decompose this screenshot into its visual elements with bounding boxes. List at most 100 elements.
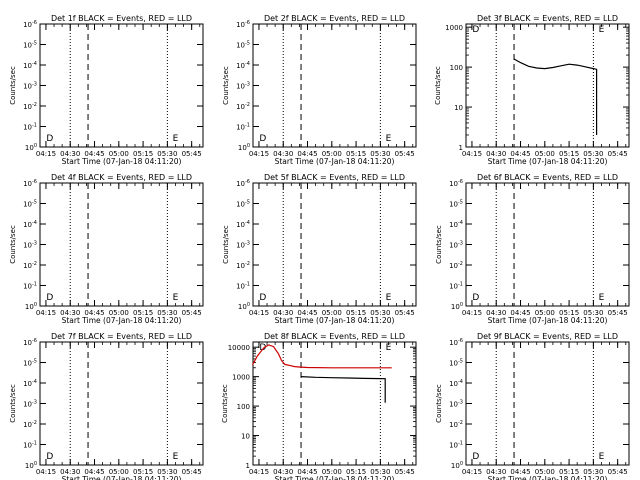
y-tick-label: 10-4 (236, 220, 250, 229)
x-tick-label: 04:30 (60, 309, 80, 317)
x-tick-label: 05:00 (322, 468, 342, 476)
x-tick-label: 05:15 (346, 468, 366, 476)
y-tick-label: 10-3 (449, 241, 463, 250)
annotation-label: D (46, 134, 53, 144)
y-axis-label: Counts/sec (9, 384, 17, 423)
y-tick-label: 100 (451, 461, 463, 470)
y-tick-label: 10-4 (23, 379, 37, 388)
plot-frame (39, 182, 204, 307)
chart-panel-3: Det 3f BLACK = Events, RED = LLD 1000 100 1… (434, 14, 630, 166)
x-tick-label: 05:15 (133, 309, 153, 317)
y-tick-label: 10-2 (236, 261, 250, 270)
series-line (513, 58, 598, 135)
x-axis-label: Start Time (07-Jan-18 04:11:20) (275, 316, 395, 325)
y-tick-label: 10-1 (449, 441, 463, 450)
x-tick-label: 04:15 (249, 150, 269, 158)
x-tick-label: 04:30 (486, 468, 506, 476)
y-tick-label: 100 (237, 403, 250, 411)
plot-frame (465, 182, 630, 307)
x-axis-label: Start Time (07-Jan-18 04:11:20) (488, 475, 608, 480)
chart-title: Det 1f BLACK = Events, RED = LLD (51, 14, 192, 23)
annotation-label: D (259, 293, 266, 303)
y-axis-label: Counts/sec (435, 384, 443, 423)
x-tick-label: 04:30 (273, 150, 293, 158)
annotation-label: E (173, 293, 179, 303)
plot-frame (465, 23, 630, 148)
annotation-label: D (472, 25, 479, 35)
chart-panel-4: Det 4f BLACK = Events, RED = LLD 100 10-1 1… (9, 173, 204, 325)
x-tick-label: 04:30 (60, 468, 80, 476)
chart-title: Det 6f BLACK = Events, RED = LLD (477, 173, 618, 182)
x-tick-label: 04:15 (36, 468, 56, 476)
y-tick-label: 100 (451, 302, 463, 311)
y-axis-label: Counts/sec (435, 225, 443, 264)
y-axis-label: Counts/sec (434, 66, 442, 105)
y-axis-label: Counts/sec (222, 225, 230, 264)
y-tick-label: 100 (238, 302, 250, 311)
x-tick-label: 05:45 (395, 468, 415, 476)
x-tick-label: 05:45 (182, 309, 202, 317)
y-axis-label: Counts/sec (222, 66, 230, 105)
x-tick-label: 04:30 (486, 309, 506, 317)
annotation-label: E (386, 343, 392, 353)
x-tick-label: 05:00 (322, 150, 342, 158)
x-tick-label: 04:45 (510, 309, 530, 317)
x-axis-label: Start Time (07-Jan-18 04:11:20) (62, 475, 182, 480)
y-tick-label: 10 (454, 104, 463, 112)
y-tick-label: 10-6 (23, 179, 37, 188)
y-tick-label: 1 (459, 144, 463, 152)
x-tick-label: 05:15 (133, 468, 153, 476)
annotation-label: D (46, 293, 53, 303)
y-tick-label: 10-2 (236, 102, 250, 111)
x-axis-label: Start Time (07-Jan-18 04:11:20) (488, 316, 608, 325)
x-axis-label: Start Time (07-Jan-18 04:11:20) (488, 157, 608, 166)
chart-panel-2: Det 2f BLACK = Events, RED = LLD 100 10-1 1… (222, 14, 417, 166)
y-tick-label: 10-1 (449, 282, 463, 291)
y-tick-label: 100 (238, 143, 250, 152)
x-tick-label: 05:45 (608, 150, 628, 158)
y-tick-label: 10-2 (23, 261, 37, 270)
y-tick-label: 10-3 (23, 400, 37, 409)
chart-panel-5: Det 5f BLACK = Events, RED = LLD 100 10-1 1… (222, 173, 417, 325)
y-tick-label: 10-6 (449, 179, 463, 188)
y-axis-label: Counts/sec (9, 66, 17, 105)
y-tick-label: 10-5 (449, 200, 463, 209)
x-tick-label: 04:15 (249, 309, 269, 317)
chart-panel-6: Det 6f BLACK = Events, RED = LLD 100 10-1 1… (435, 173, 630, 325)
y-tick-label: 10-6 (236, 179, 250, 188)
x-tick-label: 04:15 (462, 150, 482, 158)
y-tick-label: 100 (25, 461, 37, 470)
y-tick-label: 10-3 (449, 400, 463, 409)
chart-panel-9: Det 9f BLACK = Events, RED = LLD 100 10-1 1… (435, 332, 630, 480)
x-tick-label: 05:00 (535, 150, 555, 158)
x-tick-label: 04:15 (462, 309, 482, 317)
x-tick-label: 04:45 (84, 150, 104, 158)
annotation-label: D (259, 343, 266, 353)
y-axis-label: Counts/sec (9, 225, 17, 264)
y-tick-label: 100 (25, 302, 37, 311)
annotation-label: E (599, 25, 605, 35)
annotation-label: E (173, 134, 179, 144)
x-tick-label: 05:30 (583, 468, 603, 476)
x-tick-label: 04:45 (84, 468, 104, 476)
x-tick-label: 05:45 (182, 150, 202, 158)
y-axis-label: Counts/sec (221, 384, 229, 423)
x-tick-label: 04:30 (486, 150, 506, 158)
x-tick-label: 05:30 (157, 309, 177, 317)
y-tick-label: 10-5 (23, 359, 37, 368)
y-tick-label: 10 (241, 433, 250, 441)
x-tick-label: 04:15 (36, 150, 56, 158)
annotation-label: E (386, 134, 392, 144)
chart-panel-7: Det 7f BLACK = Events, RED = LLD 100 10-1 1… (9, 332, 204, 480)
chart-title: Det 7f BLACK = Events, RED = LLD (51, 332, 192, 341)
annotation-label: D (472, 293, 479, 303)
y-tick-label: 10-3 (236, 241, 250, 250)
y-tick-label: 1000 (445, 24, 463, 32)
y-tick-label: 10-2 (23, 420, 37, 429)
x-tick-label: 05:45 (182, 468, 202, 476)
y-tick-label: 10-5 (236, 200, 250, 209)
plot-frame (252, 23, 417, 148)
plot-frame (465, 341, 630, 466)
x-tick-label: 05:00 (109, 468, 129, 476)
chart-title: Det 5f BLACK = Events, RED = LLD (264, 173, 405, 182)
